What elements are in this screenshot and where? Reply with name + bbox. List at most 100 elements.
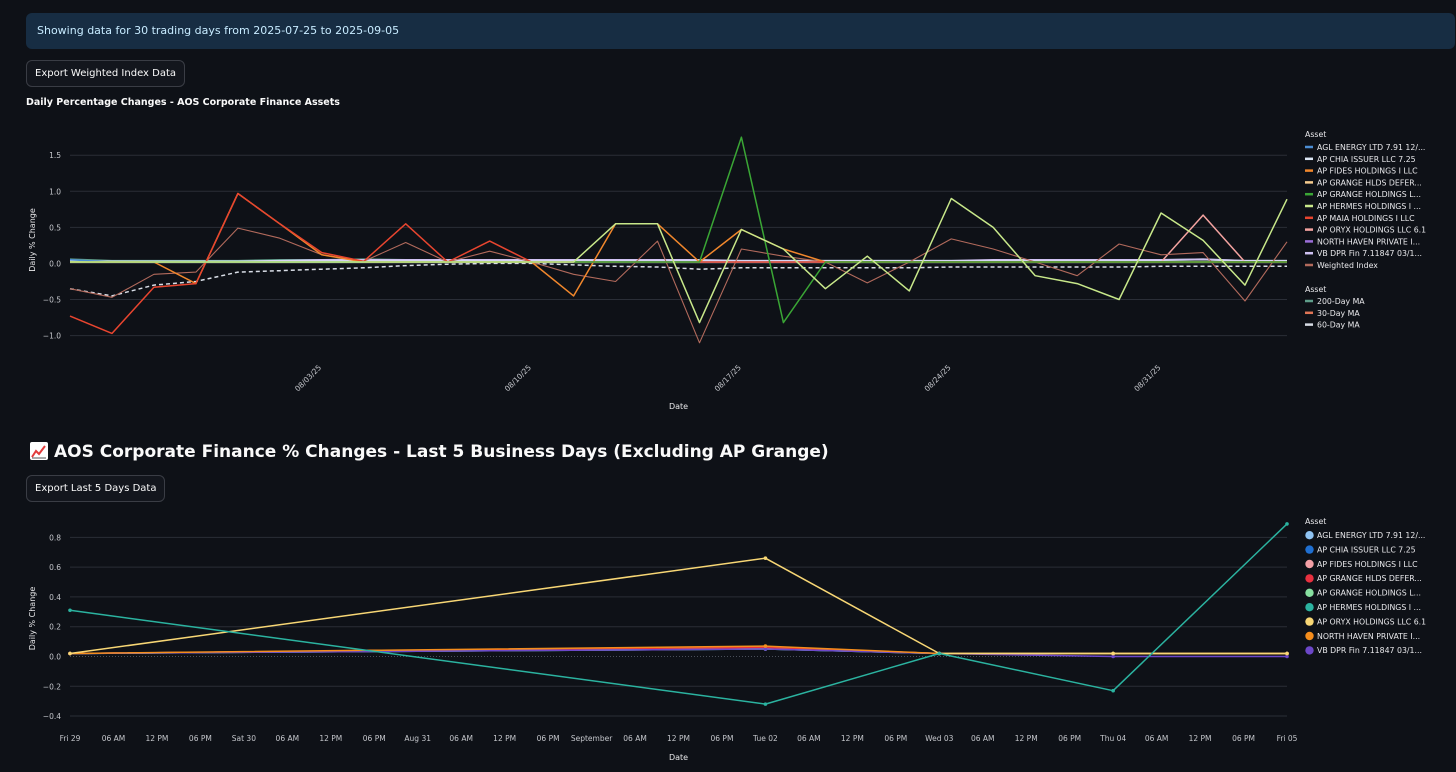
chart2-legend-entry: AP ORYX HOLDINGS LLC 6.1 bbox=[1317, 617, 1426, 626]
chart-increasing-icon bbox=[30, 442, 48, 460]
chart2-x-tick-label: 06 PM bbox=[711, 734, 734, 743]
chart2-y-tick-label: 0.4 bbox=[49, 593, 61, 602]
chart1-legend-title: Asset bbox=[1305, 130, 1326, 139]
chart2-series-line bbox=[69, 557, 1287, 655]
chart2-y-tick-label: 0.6 bbox=[49, 563, 61, 572]
chart2-x-tick-label: 06 PM bbox=[1232, 734, 1255, 743]
chart2-x-tick-label: Wed 03 bbox=[925, 734, 954, 743]
chart2-x-tick-label: 12 PM bbox=[145, 734, 168, 743]
chart1-legend-entry: AGL ENERGY LTD 7.91 12/... bbox=[1317, 143, 1425, 152]
chart2-x-tick-label: 12 PM bbox=[667, 734, 690, 743]
chart2-data-point bbox=[1111, 688, 1115, 693]
chart2-x-tick-label: 06 AM bbox=[102, 734, 126, 743]
chart2-legend-swatch bbox=[1305, 574, 1314, 583]
chart1-legend-entry: 30-Day MA bbox=[1317, 309, 1360, 318]
chart1-y-tick-label: −0.5 bbox=[43, 296, 61, 305]
chart2-data-point bbox=[763, 702, 768, 706]
chart2-x-tick-label: 06 PM bbox=[363, 734, 386, 743]
chart2-series-line bbox=[69, 523, 1288, 705]
chart2-legend-swatch bbox=[1305, 531, 1314, 540]
chart1-legend-entry: NORTH HAVEN PRIVATE I... bbox=[1317, 237, 1420, 246]
export-weighted-index-button[interactable]: Export Weighted Index Data bbox=[26, 60, 186, 87]
chart1-legend-entry: AP GRANGE HLDS DEFER... bbox=[1317, 178, 1422, 187]
chart1-legend-entry: Weighted Index bbox=[1317, 261, 1378, 270]
chart1-title: Daily Percentage Changes - AOS Corporate… bbox=[26, 97, 340, 108]
chart1-legend-entry: AP MAIA HOLDINGS I LLC bbox=[1317, 214, 1415, 223]
chart2-x-tick-label: Fri 05 bbox=[1277, 734, 1298, 743]
export-last-5-days-button[interactable]: Export Last 5 Days Data bbox=[26, 475, 166, 502]
chart2-x-tick-label: 06 PM bbox=[884, 734, 907, 743]
chart1-series-line bbox=[69, 262, 1287, 297]
chart1-legend-entry: AP FIDES HOLDINGS I LLC bbox=[1317, 167, 1418, 176]
chart2-x-tick-label: September bbox=[571, 734, 613, 743]
chart2-legend-swatch bbox=[1305, 559, 1314, 569]
chart1-series-line bbox=[69, 227, 1288, 344]
chart1-y-tick-label: 0.5 bbox=[49, 223, 61, 232]
chart2-data-point bbox=[1285, 522, 1289, 526]
chart2-data-point bbox=[1285, 654, 1289, 659]
chart2-x-tick-label: 06 AM bbox=[1145, 734, 1169, 743]
chart2-x-tick-label: Fri 29 bbox=[60, 734, 81, 743]
chart2-y-tick-label: −0.2 bbox=[43, 682, 61, 691]
chart1-legend-entry: VB DPR Fin 7.11847 03/1... bbox=[1317, 249, 1422, 258]
chart2-x-axis-label: Date bbox=[669, 753, 688, 762]
chart2-x-tick-label: 12 PM bbox=[319, 734, 342, 743]
chart2-x-tick-label: 12 PM bbox=[1015, 734, 1038, 743]
chart2-x-tick-label: 06 AM bbox=[797, 734, 821, 743]
chart2-data-point bbox=[68, 651, 72, 656]
chart2-x-tick-label: 06 PM bbox=[537, 734, 560, 743]
chart2-legend-entry: VB DPR Fin 7.11847 03/1... bbox=[1317, 646, 1422, 655]
chart2-y-tick-label: −0.4 bbox=[43, 712, 61, 721]
chart1-legend-entry: AP ORYX HOLDINGS LLC 6.1 bbox=[1317, 226, 1426, 235]
chart1-y-tick-label: 1.0 bbox=[49, 187, 61, 196]
chart2-y-tick-label: 0.0 bbox=[49, 652, 61, 661]
section-heading: AOS Corporate Finance % Changes - Last 5… bbox=[30, 442, 829, 462]
chart1-series-line bbox=[70, 197, 1288, 324]
chart2-data-point bbox=[937, 651, 942, 656]
chart2-legend-entry: AP HERMES HOLDINGS I ... bbox=[1317, 603, 1421, 612]
info-banner: Showing data for 30 trading days from 20… bbox=[26, 13, 1455, 49]
chart2-legend-swatch bbox=[1305, 646, 1314, 655]
chart2-x-tick-label: 06 AM bbox=[276, 734, 300, 743]
chart2-x-tick-label: Sat 30 bbox=[232, 734, 256, 743]
chart2-legend-entry: AP FIDES HOLDINGS I LLC bbox=[1317, 560, 1418, 569]
chart2-x-tick-label: 06 AM bbox=[971, 734, 995, 743]
chart2-y-tick-label: 0.8 bbox=[49, 533, 61, 542]
chart2-legend-swatch bbox=[1305, 617, 1314, 626]
chart1-legend-entry: 60-Day MA bbox=[1317, 321, 1360, 330]
daily-percentage-chart[interactable]: 1.51.00.50.0−0.5−1.008/03/25 08/10/25 08/1… bbox=[0, 0, 1456, 440]
chart2-data-point bbox=[763, 556, 768, 560]
chart2-y-tick-label: 0.2 bbox=[49, 623, 61, 632]
chart2-legend-swatch bbox=[1305, 603, 1314, 612]
chart2-x-tick-label: 12 PM bbox=[1189, 734, 1212, 743]
chart1-y-tick-label: 1.5 bbox=[49, 151, 61, 160]
chart2-y-axis-label: Daily % Change bbox=[28, 587, 37, 651]
chart2-x-tick-label: 12 PM bbox=[493, 734, 516, 743]
chart2-legend-entry: AGL ENERGY LTD 7.91 12/... bbox=[1317, 531, 1425, 540]
chart2-x-tick-label: Tue 02 bbox=[752, 734, 778, 743]
chart1-x-axis-label: Date bbox=[669, 402, 688, 411]
chart2-data-point bbox=[1285, 651, 1289, 656]
chart2-data-point bbox=[1111, 654, 1115, 659]
chart2-x-tick-label: 06 PM bbox=[1058, 734, 1081, 743]
chart1-legend-entry: 200-Day MA bbox=[1317, 297, 1365, 306]
section-heading-text: AOS Corporate Finance % Changes - Last 5… bbox=[54, 442, 829, 462]
chart1-legend-entry: AP CHIA ISSUER LLC 7.25 bbox=[1317, 155, 1416, 164]
chart1-y-tick-label: 0.0 bbox=[49, 259, 61, 268]
chart2-x-tick-label: Thu 04 bbox=[1099, 734, 1126, 743]
chart2-legend-entry: NORTH HAVEN PRIVATE I... bbox=[1317, 632, 1420, 641]
chart2-x-tick-label: 06 AM bbox=[623, 734, 647, 743]
chart2-legend-title: Asset bbox=[1305, 517, 1326, 526]
chart2-data-point bbox=[763, 644, 768, 648]
chart2-data-point bbox=[1111, 651, 1115, 656]
chart2-x-tick-label: Aug 31 bbox=[404, 734, 431, 743]
chart2-x-tick-label: 12 PM bbox=[841, 734, 864, 743]
chart2-data-point bbox=[68, 608, 72, 613]
chart2-x-tick-label: 06 PM bbox=[189, 734, 212, 743]
chart1-y-tick-label: −1.0 bbox=[43, 332, 61, 341]
chart1-legend-entry: AP HERMES HOLDINGS I ... bbox=[1317, 202, 1421, 211]
chart1-legend-title-2: Asset bbox=[1305, 285, 1326, 294]
chart2-legend-swatch bbox=[1305, 545, 1314, 554]
chart1-legend-entry: AP GRANGE HOLDINGS L... bbox=[1317, 190, 1421, 199]
